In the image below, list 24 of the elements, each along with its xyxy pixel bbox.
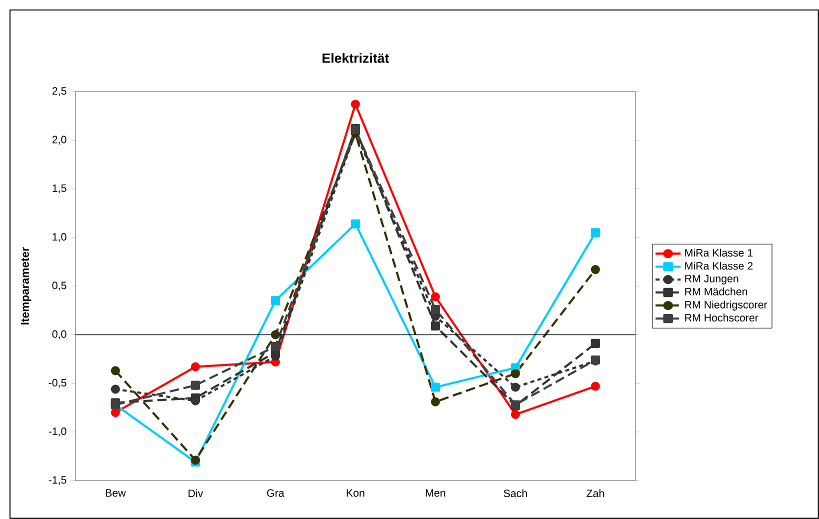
x-tick-label: Bew [106,489,126,497]
legend-label: RM Hochscorer [685,314,758,322]
x-tick-label: Gra [267,489,284,497]
x-tick-label: Zah [586,489,604,498]
y-tick-label: -1,0 [48,428,66,436]
y-tick-label: 0,0 [52,330,66,340]
y-tick-label: 1,5 [52,184,66,194]
x-tick-label: Div [188,489,204,498]
legend-label: RM Mädchen [685,288,748,296]
y-tick-label: 0,5 [52,282,66,290]
legend-label: RM Jungen [685,274,738,284]
y-tick-label: 2,0 [52,136,66,145]
x-tick-label: Kon [346,489,364,497]
legend-label: MiRa Klasse 1 [685,248,753,257]
y-tick-label: -1,5 [48,476,66,485]
y-tick-label: 1,0 [52,233,66,242]
x-tick-label: Men [426,489,446,497]
y-tick-label: -0,5 [48,378,66,388]
y-axis-title: Itemparameter [21,247,32,324]
legend-label: MiRa Klasse 2 [685,262,753,270]
chart-title: Elektrizität [322,53,389,63]
y-tick-label: 2,5 [52,87,66,96]
legend-label: RM Niedrigscorer [685,300,768,311]
x-tick-label: Sach [504,489,527,498]
